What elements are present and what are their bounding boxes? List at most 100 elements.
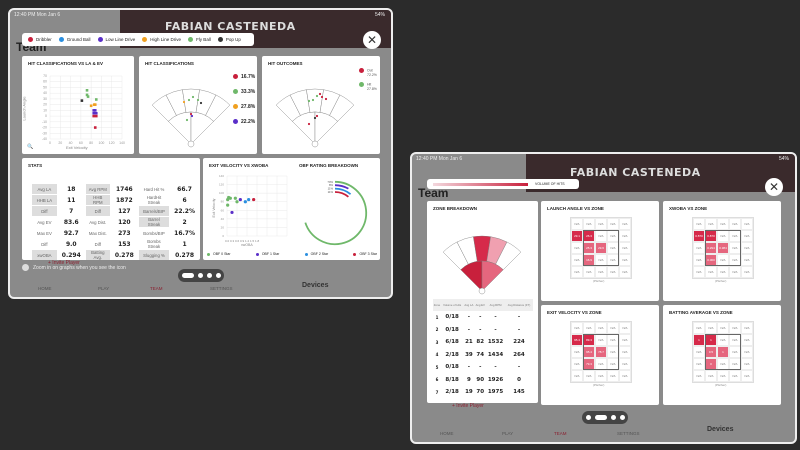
x-tick: 20 [58, 141, 62, 145]
close-button[interactable]: ✕ [765, 178, 783, 196]
card-title: HIT OUTCOMES [268, 61, 303, 66]
home-plate [478, 287, 486, 295]
nav-play[interactable]: PLAY [502, 431, 514, 436]
stat-value: 1746 [115, 185, 133, 193]
stat-label: Hard Hit % [138, 184, 170, 194]
card-title: EXIT VELOCITY VS XWOBA [209, 163, 269, 168]
stat-value: 2 [182, 218, 187, 226]
zone-cell: N/A [571, 266, 583, 278]
legend-item: Low Line Drive [97, 37, 135, 43]
stat-value: 83.6 [63, 218, 79, 226]
zone-cell: 2/18 [445, 389, 459, 396]
strike-zone-outline [705, 230, 741, 266]
zone-cell: - [467, 326, 471, 333]
classification-percent: 27.8% [233, 104, 255, 110]
zone-cell: 0 [517, 376, 521, 383]
stat-label: Avg EV [32, 217, 57, 227]
zone-cell: - [494, 326, 497, 333]
card-title: STATS [28, 163, 43, 168]
legend-dot [58, 37, 64, 43]
invite-player-link[interactable]: + Invite Player [48, 260, 80, 266]
zone-cell: N/A [571, 370, 583, 382]
close-button[interactable]: ✕ [363, 31, 381, 49]
infield-zone [314, 111, 338, 145]
zone-cell: N/A [717, 218, 729, 230]
page-indicator[interactable] [178, 269, 224, 282]
legend-dot [28, 37, 33, 43]
hit-marker [182, 100, 186, 104]
zone-row: 1 0/18 - - - - [433, 311, 533, 324]
stat-label: HHB LA [32, 195, 57, 205]
nav-play[interactable]: PLAY [98, 286, 110, 291]
zone-cell: 1434 [487, 351, 504, 358]
obf-legend-item: OBF 0 Star [207, 252, 231, 256]
zone-cell: N/A [571, 346, 583, 358]
zone-grid-card[interactable]: EXIT VELOCITY VS ZONE N/A N/A N/A N/A N/A 95.4… [541, 305, 659, 405]
grid-caption: (Pitcher) [593, 383, 605, 387]
devices-label[interactable]: Devices [707, 426, 734, 433]
strike-zone-outline [583, 334, 619, 370]
y-tick: 0 [222, 234, 224, 238]
nav-team[interactable]: TEAM [150, 286, 163, 291]
ev-xwoba-obf-card[interactable]: EXIT VELOCITY VS XWOBA OBF RATING BREAKD… [203, 158, 380, 260]
zone-cell: N/A [619, 230, 631, 242]
scatter-la-ev-card[interactable]: HIT CLASSIFICATIONS VS LA & EV 0 20 40 60 80… [22, 56, 134, 154]
y-tick: 100 [219, 191, 224, 195]
nav-home[interactable]: HOME [38, 286, 52, 291]
scatter-chart: 0 20 40 60 80 100 120 140706050403020100-10-20-… [42, 74, 125, 145]
zone-cell: 6 [435, 377, 439, 383]
strike-zone-outline [705, 334, 741, 370]
invite-player-link[interactable]: + Invite Player [452, 403, 484, 409]
x-ticks: 0.0 0.3 0.6 0.9 1.2 1.5 1.8 [225, 239, 260, 243]
zone-field-diagram [442, 235, 522, 295]
y-tick: 60 [221, 208, 225, 212]
zone-cell: N/A [693, 346, 705, 358]
ev-point [230, 210, 234, 215]
zone-grid-card[interactable]: BATTING AVERAGE VS ZONE N/A N/A N/A N/A N/A 1 1… [663, 305, 781, 405]
zone-cell: N/A [705, 322, 717, 334]
xlabel: Exit Velocity [66, 145, 88, 150]
stats-table: Avg LA 18 Avg RPM 1746 Hard Hit % 66.7 HHB LA 1… [30, 183, 200, 261]
obf-legend-item: OBF 1 Star [255, 252, 279, 256]
zone-cell: 224 [513, 339, 525, 346]
y-tick: 20 [221, 225, 225, 229]
obf-ring [334, 187, 352, 195]
page-indicator[interactable] [582, 411, 628, 424]
stat-value: 0.294 [61, 251, 81, 259]
zoom-icon[interactable]: 🔍 [27, 144, 34, 150]
zone-cell: N/A [693, 358, 705, 370]
zone-cell: 0/18 [445, 314, 459, 321]
stat-value: 120 [118, 218, 131, 226]
strike-zone-grid: N/A N/A N/A N/A N/A 1 1 N/A N/A N/A N/A 0.5 1 N/A N/A N… [692, 321, 754, 383]
zoom-icon [22, 264, 29, 271]
stat-label: Batting Avg. [85, 250, 110, 260]
legend-item: Fly Ball [188, 37, 211, 43]
scatter-point [94, 111, 98, 115]
player-name: FABIAN CASTENEDA [165, 20, 296, 33]
zone-grid-card[interactable]: XWOBA VS ZONE N/A N/A N/A N/A N/A 0.870 0.870 N/… [663, 201, 781, 301]
nav-settings[interactable]: SETTINGS [617, 431, 640, 436]
nav-settings[interactable]: SETTINGS [210, 286, 233, 291]
devices-label[interactable]: Devices [302, 282, 329, 289]
column-header: Zone [433, 299, 441, 311]
zone-cell: N/A [619, 266, 631, 278]
stat-label: Diff [32, 206, 57, 216]
stat-label: Barrels/BIP [138, 206, 170, 216]
stat-label: Diff [85, 206, 110, 216]
zone-cell: N/A [607, 370, 619, 382]
bg-title: Team [418, 186, 449, 200]
nav-home[interactable]: HOME [440, 431, 454, 436]
stat-label: Bombs/BIP [138, 228, 170, 238]
card-title: HIT CLASSIFICATIONS VS LA & EV [28, 61, 104, 66]
nav-team[interactable]: TEAM [554, 431, 567, 436]
stat-value: 11 [67, 196, 76, 204]
stat-value: 153 [118, 240, 131, 248]
obf-ring-label: 8% [329, 183, 334, 187]
battery: 54% [374, 12, 385, 18]
scatter-point [85, 93, 89, 97]
zone-cell: N/A [571, 358, 583, 370]
zone-grid-card[interactable]: LAUNCH ANGLE VS ZONE N/A N/A N/A N/A N/A 29.1 2… [541, 201, 659, 301]
hit-outcomes-card[interactable]: HIT OUTCOMES Out 72.2% Hit 27.8% [262, 56, 380, 154]
y-tick: 140 [219, 174, 224, 178]
hit-classifications-card[interactable]: HIT CLASSIFICATIONS 16.7% 33.3% 27.8% 22.2% [139, 56, 257, 154]
